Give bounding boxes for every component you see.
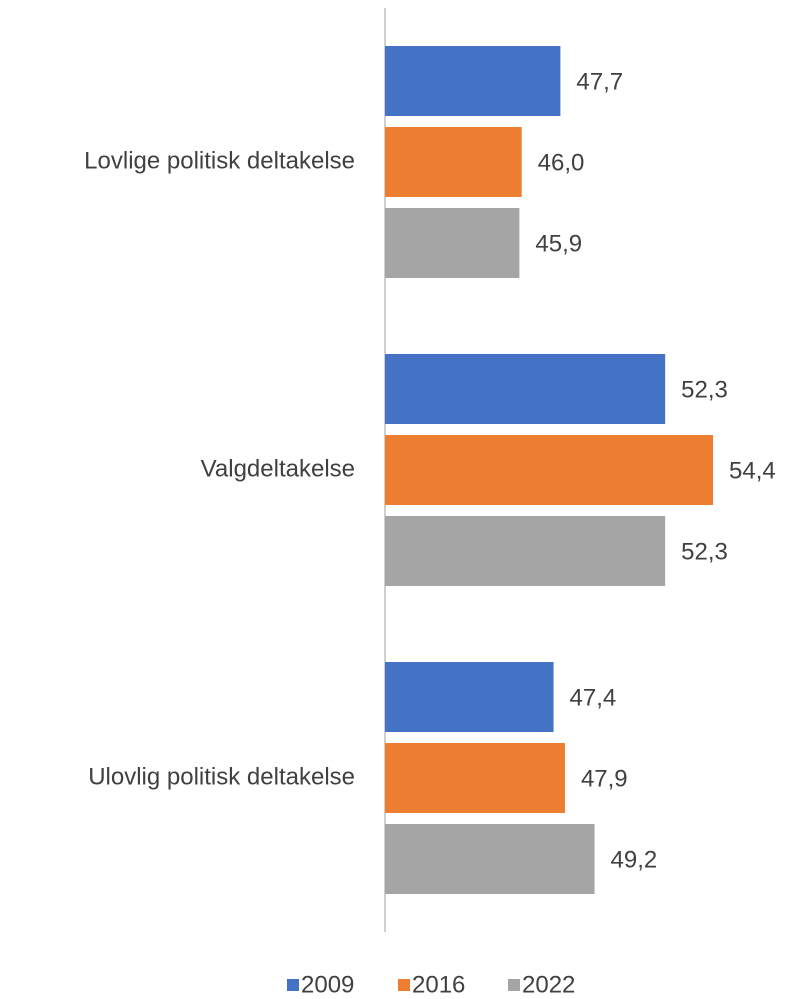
- bar: [385, 662, 554, 732]
- data-label: 54,4: [729, 457, 776, 484]
- y-tick-label: Lovlige politisk deltakelse: [84, 147, 355, 174]
- bar: [385, 435, 713, 505]
- data-label: 45,9: [535, 230, 582, 257]
- data-label: 52,3: [681, 538, 728, 565]
- bar: [385, 824, 595, 894]
- data-label: 47,9: [581, 765, 628, 792]
- legend-swatch: [508, 979, 520, 991]
- bar: [385, 208, 520, 278]
- data-label: 47,4: [570, 684, 617, 711]
- bar: [385, 127, 522, 197]
- data-label: 52,3: [681, 376, 728, 403]
- legend-swatch: [287, 979, 299, 991]
- data-label: 49,2: [611, 846, 658, 873]
- legend-label: 2016: [412, 971, 465, 998]
- data-label: 47,7: [576, 68, 623, 95]
- legend-swatch: [398, 979, 410, 991]
- data-label: 46,0: [538, 149, 585, 176]
- legend-label: 2022: [522, 971, 575, 998]
- y-tick-label: Valgdeltakelse: [201, 455, 355, 482]
- legend-label: 2009: [301, 971, 354, 998]
- y-tick-label: Ulovlig politisk deltakelse: [88, 763, 355, 790]
- bar: [385, 743, 565, 813]
- bar: [385, 516, 666, 586]
- bar: [385, 46, 561, 116]
- bar: [385, 354, 666, 424]
